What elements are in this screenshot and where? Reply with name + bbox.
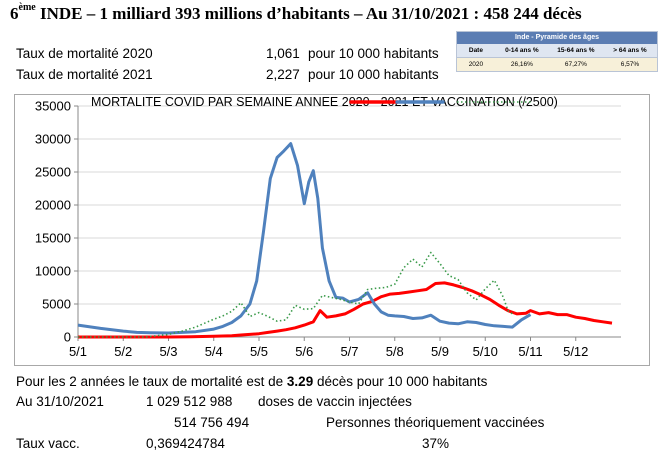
x-tick-label: 5/7	[340, 344, 358, 359]
pyramid-cell: 6,57%	[620, 61, 640, 68]
y-tick-label: 25000	[35, 165, 71, 180]
pyramid-col-0-14: 0-14 ans %	[505, 47, 539, 54]
x-tick-label: 5/3	[159, 344, 177, 359]
vaccination-rate-percent: 37%	[422, 436, 450, 451]
pyramid-title: Inde - Pyramide des âges	[457, 32, 657, 44]
pyramid-header-row: Date 0-14 ans % 15-64 ans % > 64 ans %	[457, 44, 657, 58]
pyramid-col-64plus: > 64 ans %	[613, 47, 647, 54]
vaccinated-people-label: Personnes théoriquement vaccinées	[326, 415, 545, 430]
pyramid-data-row: 2020 26,16% 67,27% 6,57%	[457, 58, 657, 71]
y-tick-label: 10000	[35, 264, 71, 279]
x-tick-label: 5/9	[431, 344, 449, 359]
pyramid-cell: 26,16%	[510, 61, 533, 68]
rate-2021-label: Taux de mortalité 2021	[16, 67, 153, 82]
rate-2021-value: 2,227	[266, 67, 300, 82]
pyramid-cell: 2020	[468, 61, 484, 68]
y-tick-label: 20000	[35, 198, 71, 213]
y-tick-label: 5000	[42, 297, 71, 312]
x-tick-label: 5/11	[518, 344, 542, 359]
chart-title: MORTALITE COVID PAR SEMAINE ANNEE 2020 -…	[91, 95, 558, 109]
x-tick-label: 5/8	[386, 344, 404, 359]
pyramid-col-15-64: 15-64 ans %	[557, 47, 595, 54]
vaccination-rate-label: Taux vacc.	[16, 436, 80, 451]
y-tick-label: 30000	[35, 132, 71, 147]
rate-2021-unit: pour 10 000 habitants	[308, 67, 439, 82]
rate-2020-unit: pour 10 000 habitants	[308, 46, 439, 61]
y-tick-label: 15000	[35, 231, 71, 246]
vaccination-rate-value: 0,369424784	[146, 436, 225, 451]
vaccine-date-label: Au 31/10/2021	[16, 394, 104, 409]
series-line-red	[78, 281, 613, 339]
x-tick-label: 5/4	[205, 344, 223, 359]
x-tick-label: 5/1	[69, 344, 87, 359]
mortality-chart: 0 5000 10000 15000 20000 25000 30000 35000 5/1 5/…	[14, 94, 650, 366]
pyramid-col-date: Date	[468, 47, 483, 54]
x-tick-label: 5/2	[114, 344, 132, 359]
pyramid-cell: 67,27%	[564, 61, 587, 68]
age-pyramid-table: Inde - Pyramide des âges Date 0-14 ans %…	[456, 31, 658, 72]
x-tick-label: 5/10	[473, 344, 498, 359]
x-tick-label: 5/6	[295, 344, 313, 359]
rate-2020-value: 1,061	[266, 46, 300, 61]
series-line-blue	[77, 142, 532, 335]
summary-line: Pour les 2 années le taux de mortalité e…	[16, 374, 488, 389]
series-line-green	[78, 251, 513, 338]
chart-canvas: 0 5000 10000 15000 20000 25000 30000 35000 5/1 5/…	[35, 95, 621, 359]
x-tick-label: 5/12	[563, 344, 588, 359]
vaccine-doses-value: 1 029 512 988	[146, 394, 233, 409]
page-title: 6ème INDE – 1 milliard 393 millions d’ha…	[10, 2, 582, 23]
y-tick-label: 0	[64, 330, 71, 345]
vaccinated-people-value: 514 756 494	[174, 415, 250, 430]
vaccine-doses-label: doses de vaccin injectées	[258, 394, 412, 409]
y-tick-label: 35000	[35, 99, 71, 114]
rate-2020-label: Taux de mortalité 2020	[16, 46, 153, 61]
x-tick-label: 5/5	[250, 344, 268, 359]
